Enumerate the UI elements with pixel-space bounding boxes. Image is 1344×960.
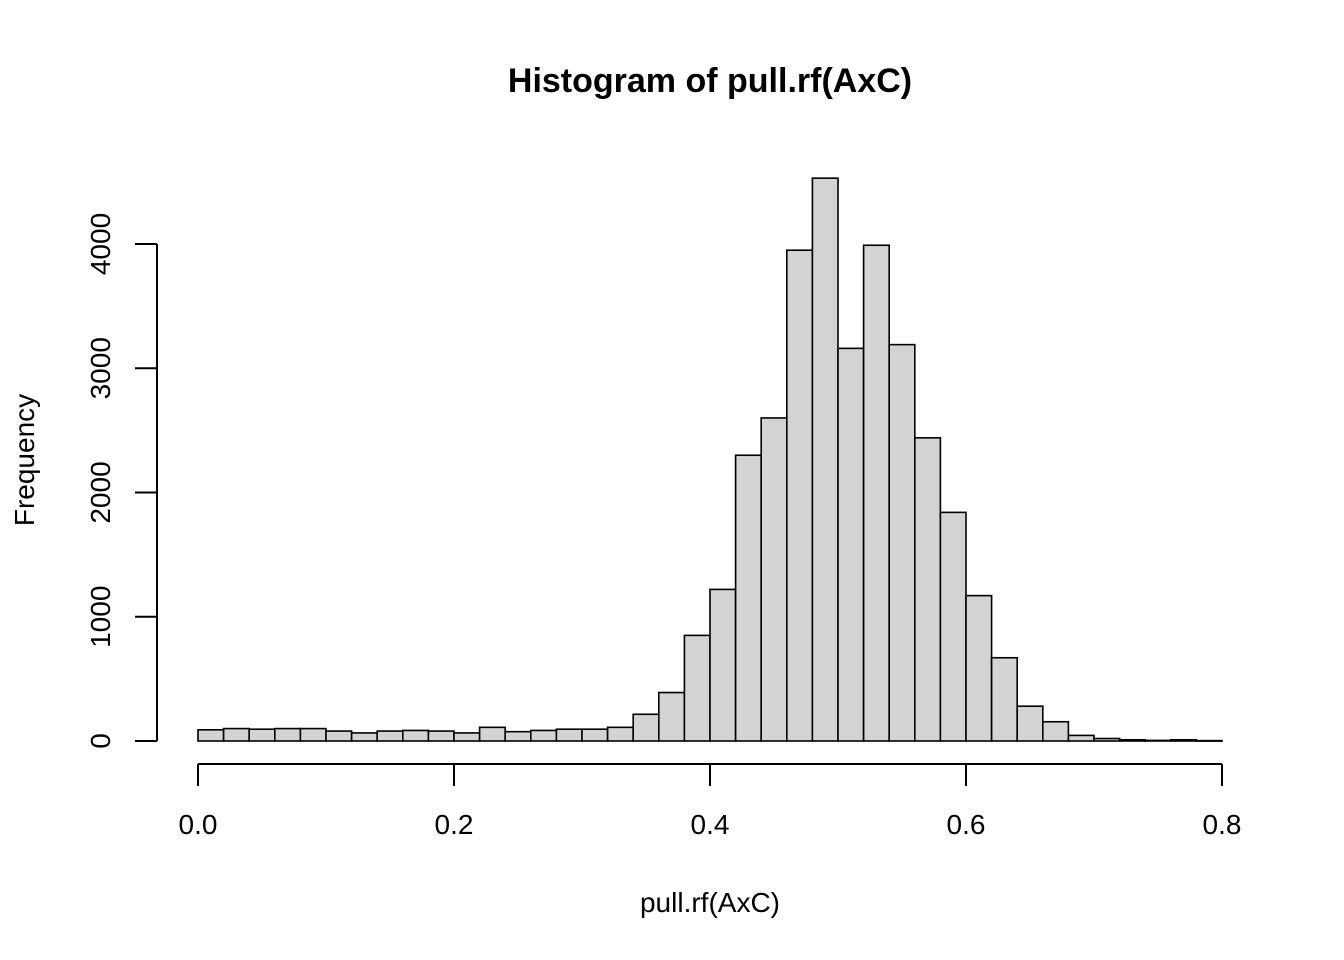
histogram-bar — [401, 729, 430, 742]
histogram-bar — [683, 634, 711, 742]
histogram-bar — [785, 249, 814, 742]
histogram-bar — [990, 656, 1018, 742]
chart-title: Histogram of pull.rf(AxC) — [508, 62, 912, 100]
histogram-bar — [197, 729, 225, 742]
histogram-bar — [913, 437, 942, 742]
y-axis-label: Frequency — [9, 394, 40, 526]
histogram-bar — [555, 728, 583, 742]
x-tick-label: 0.2 — [435, 809, 474, 840]
histogram-bar — [1170, 738, 1198, 742]
y-tick-label: 2000 — [85, 461, 116, 523]
x-tick-label: 0.4 — [691, 809, 730, 840]
histogram-bar — [760, 417, 788, 742]
x-axis-label: pull.rf(AxC) — [640, 887, 780, 918]
histogram-bar — [632, 713, 660, 742]
histogram-bar — [1067, 734, 1095, 742]
histogram-bar — [734, 454, 762, 742]
histogram-bar — [529, 729, 558, 742]
histogram-bar — [1195, 739, 1223, 742]
histogram-bar — [478, 726, 507, 742]
histogram-bar — [606, 726, 634, 742]
histogram-bar — [581, 728, 609, 742]
bars-group — [197, 177, 1223, 742]
histogram-bar — [965, 594, 993, 742]
histogram-bar — [453, 732, 481, 742]
y-tick-label: 4000 — [85, 213, 116, 275]
y-tick-label: 3000 — [85, 337, 116, 399]
histogram-bar — [299, 727, 327, 742]
histogram-bar — [1118, 738, 1146, 742]
histogram-bar — [273, 727, 302, 742]
y-tick-label: 0 — [85, 733, 116, 749]
histogram-bar — [427, 730, 455, 742]
histogram-bar — [939, 511, 967, 742]
histogram-bar — [350, 732, 379, 742]
histogram-bar — [1016, 705, 1044, 742]
histogram-bar — [222, 727, 251, 742]
x-tick-label: 0.0 — [179, 809, 218, 840]
x-axis: 0.0 0.2 0.4 0.6 0.8 — [179, 763, 1242, 840]
histogram-bar — [248, 728, 276, 742]
histogram-bar — [325, 730, 353, 742]
x-tick-label: 0.6 — [947, 809, 986, 840]
histogram-bar — [1042, 720, 1070, 742]
y-tick-label: 1000 — [85, 586, 116, 648]
histogram-bar — [811, 177, 839, 742]
histogram-bar — [504, 730, 532, 742]
histogram-bar — [862, 244, 890, 742]
y-axis: 0 1000 2000 3000 4000 — [85, 213, 158, 749]
histogram-bar — [1144, 739, 1172, 742]
x-tick-label: 0.8 — [1203, 809, 1242, 840]
histogram-bar — [376, 730, 404, 742]
histogram-bar — [657, 691, 686, 742]
histogram-bar — [888, 343, 916, 742]
histogram-bar — [837, 347, 865, 742]
histogram-bar — [709, 588, 737, 742]
histogram-bar — [1093, 737, 1121, 742]
